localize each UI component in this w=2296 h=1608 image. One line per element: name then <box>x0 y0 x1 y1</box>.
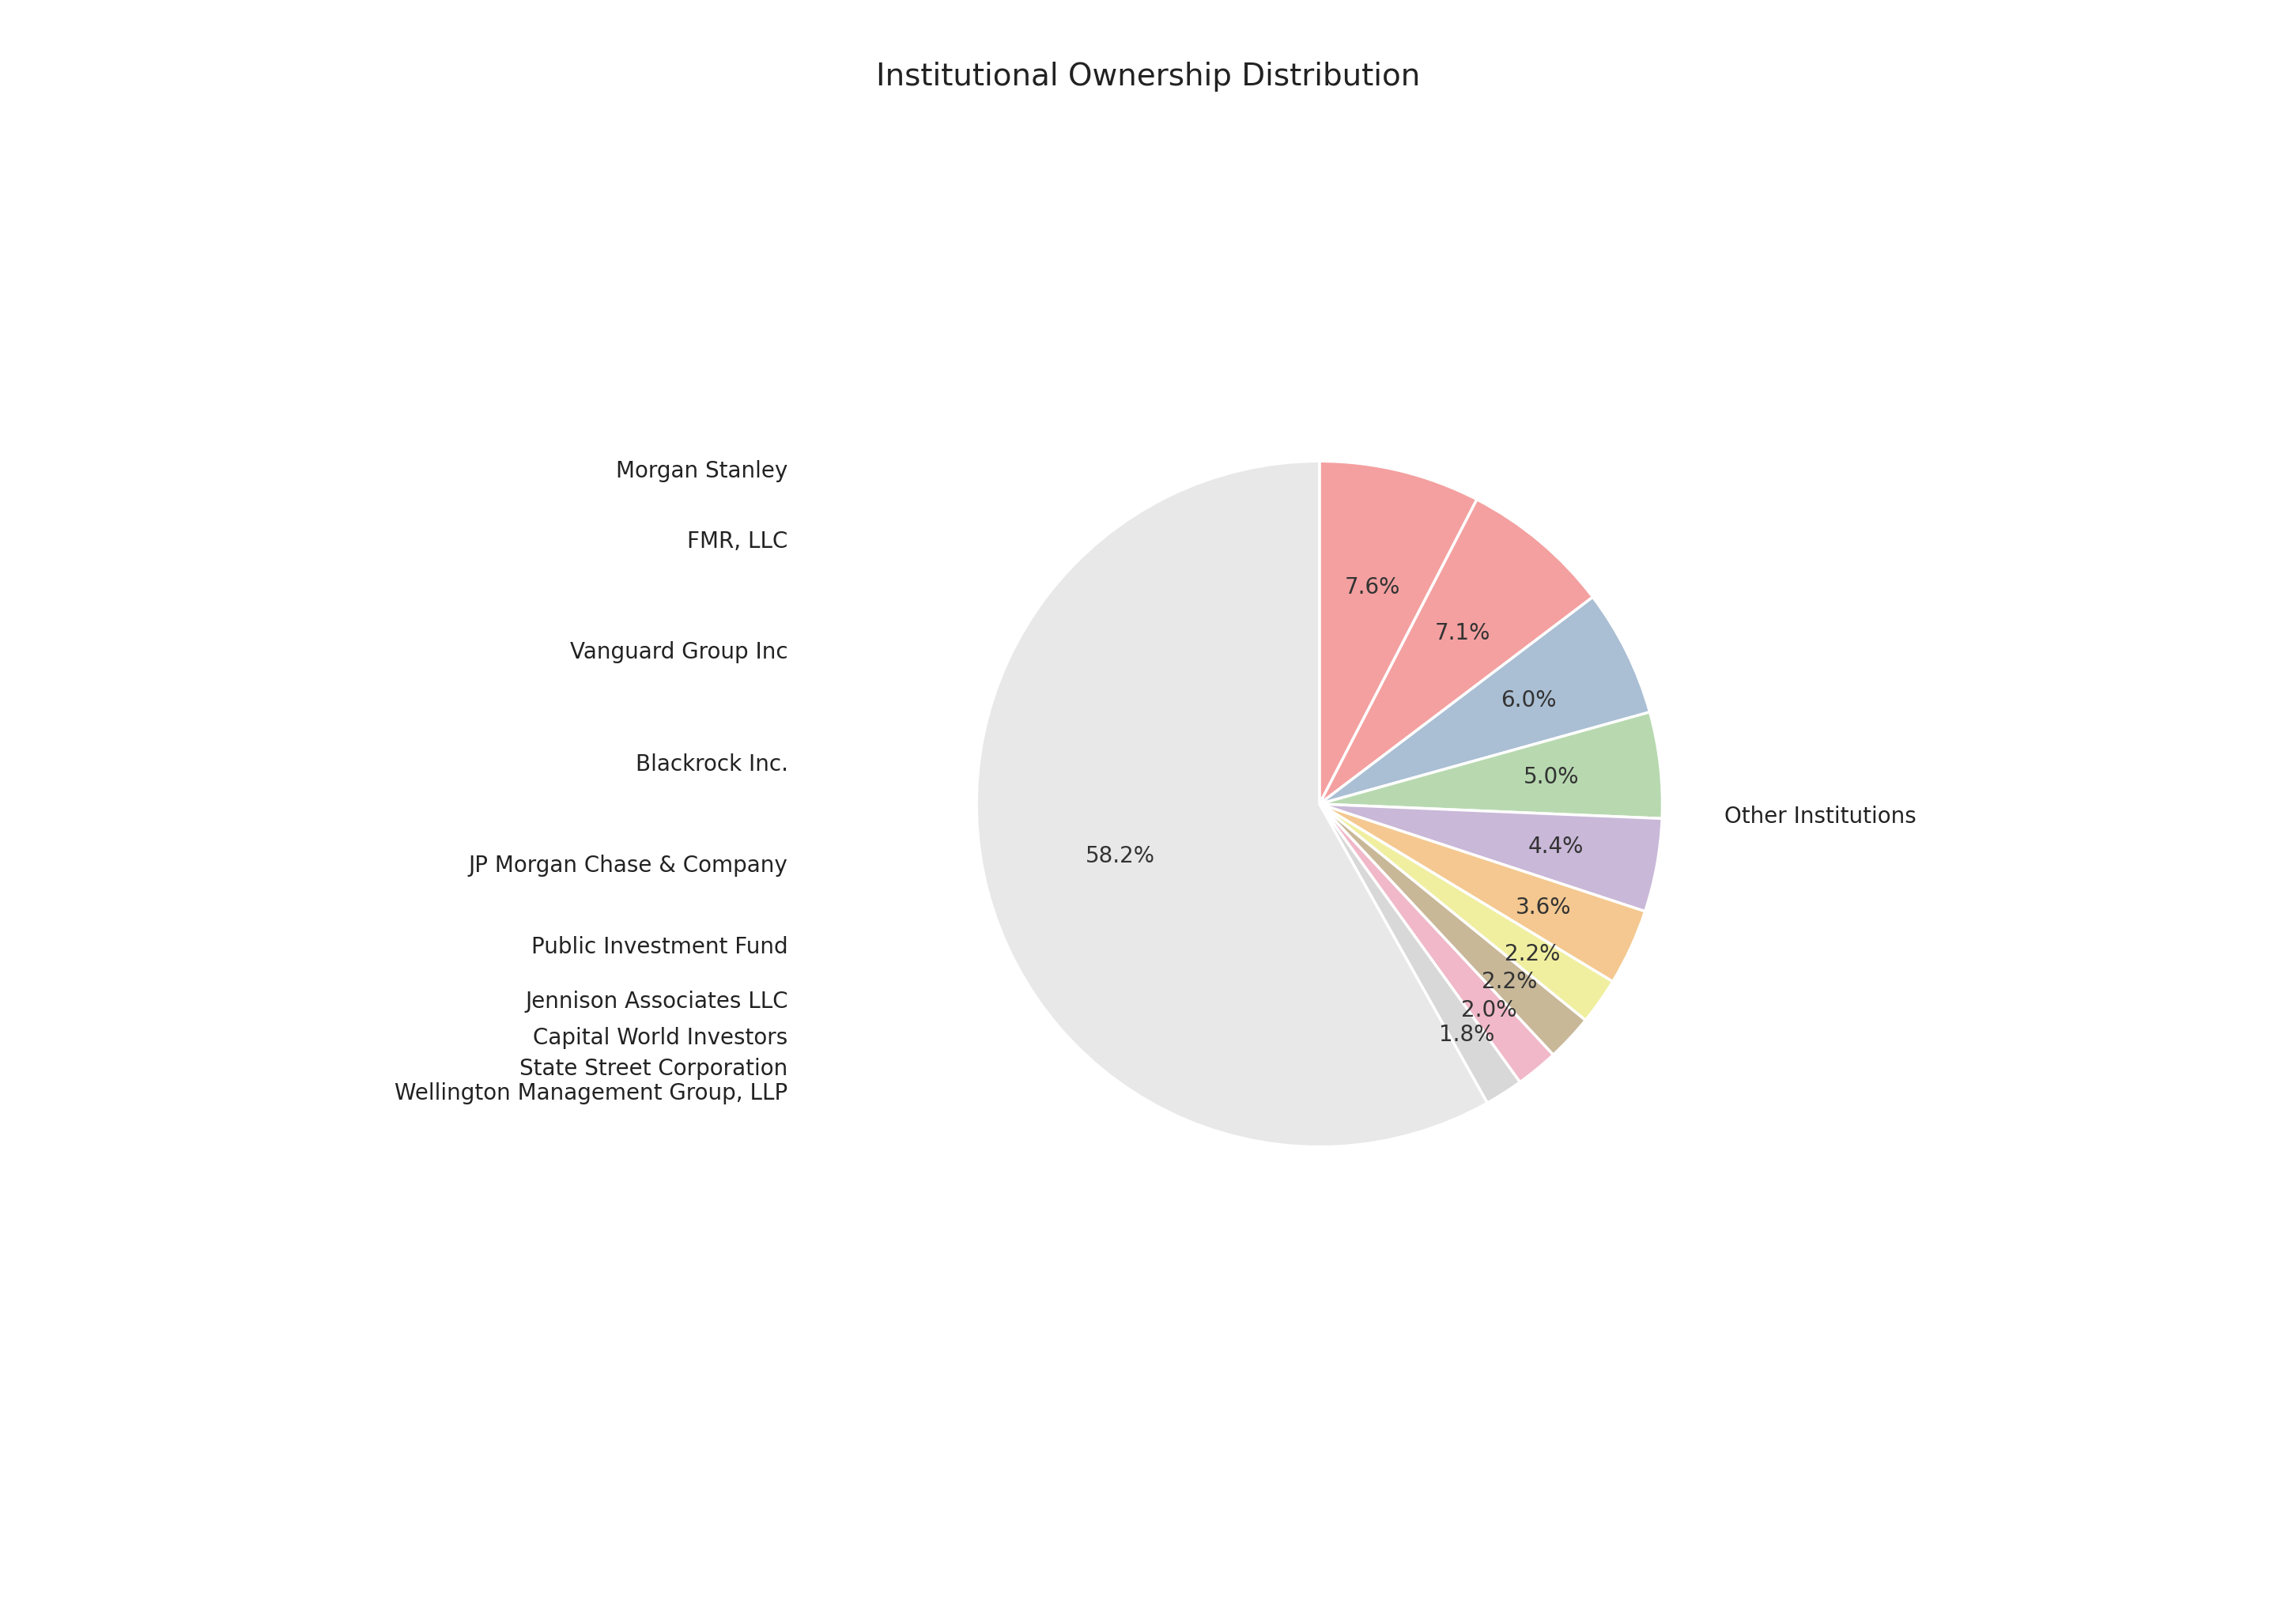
Text: 5.0%: 5.0% <box>1522 767 1580 788</box>
Text: 4.4%: 4.4% <box>1527 836 1584 859</box>
Wedge shape <box>1320 804 1520 1103</box>
Text: 6.0%: 6.0% <box>1502 690 1557 712</box>
Text: 2.2%: 2.2% <box>1504 942 1561 965</box>
Text: 2.0%: 2.0% <box>1460 1000 1518 1021</box>
Wedge shape <box>1320 597 1651 804</box>
Text: 7.1%: 7.1% <box>1435 622 1490 645</box>
Text: Wellington Management Group, LLP: Wellington Management Group, LLP <box>395 1082 788 1105</box>
Text: 3.6%: 3.6% <box>1515 896 1570 918</box>
Wedge shape <box>1320 500 1593 804</box>
Text: 1.8%: 1.8% <box>1440 1024 1495 1047</box>
Text: FMR, LLC: FMR, LLC <box>687 531 788 553</box>
Wedge shape <box>1320 461 1476 804</box>
Wedge shape <box>1320 804 1552 1082</box>
Wedge shape <box>1320 804 1644 981</box>
Wedge shape <box>1320 804 1612 1021</box>
Text: Other Institutions: Other Institutions <box>1724 806 1915 828</box>
Title: Institutional Ownership Distribution: Institutional Ownership Distribution <box>875 61 1421 92</box>
Text: 7.6%: 7.6% <box>1343 576 1401 598</box>
Text: Blackrock Inc.: Blackrock Inc. <box>636 754 788 777</box>
Wedge shape <box>976 461 1488 1147</box>
Wedge shape <box>1320 804 1587 1055</box>
Wedge shape <box>1320 804 1662 912</box>
Text: Public Investment Fund: Public Investment Fund <box>530 936 788 958</box>
Text: Jennison Associates LLC: Jennison Associates LLC <box>526 991 788 1013</box>
Text: 58.2%: 58.2% <box>1086 844 1155 867</box>
Text: Capital World Investors: Capital World Investors <box>533 1028 788 1048</box>
Text: Morgan Stanley: Morgan Stanley <box>615 460 788 482</box>
Text: Vanguard Group Inc: Vanguard Group Inc <box>569 642 788 662</box>
Wedge shape <box>1320 712 1662 818</box>
Text: State Street Corporation: State Street Corporation <box>519 1058 788 1081</box>
Text: JP Morgan Chase & Company: JP Morgan Chase & Company <box>468 854 788 876</box>
Text: 2.2%: 2.2% <box>1481 971 1538 994</box>
